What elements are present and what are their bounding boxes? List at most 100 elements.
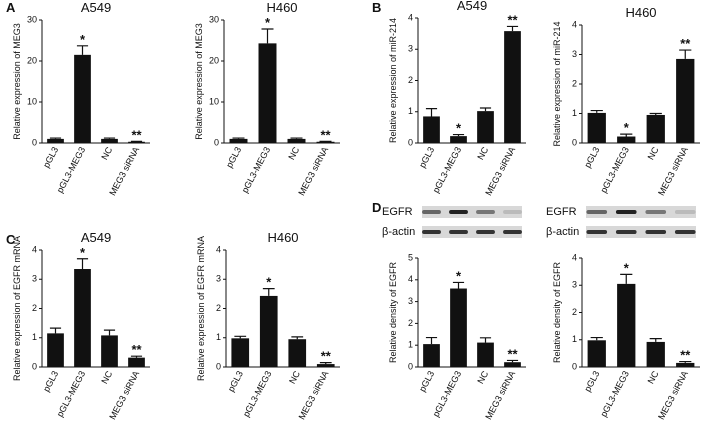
significance: **: [507, 346, 518, 361]
blot-band: [645, 210, 666, 214]
significance: **: [680, 36, 691, 51]
y-tick-label: 20: [27, 55, 37, 65]
x-tick-label: pGL3: [417, 145, 436, 169]
y-tick-label: 0: [408, 137, 413, 147]
x-tick-label: pGL3-MEG3: [240, 145, 273, 194]
y-tick-label: 3: [572, 49, 577, 59]
y-tick-label: 3: [408, 44, 413, 54]
bar: [260, 296, 278, 367]
significance: *: [80, 245, 86, 260]
significance: *: [456, 121, 462, 136]
blot-band: [675, 210, 696, 214]
bar: [477, 111, 494, 143]
y-tick-label: 20: [209, 55, 219, 65]
y-axis-label: Relative expression of MEG3: [12, 23, 22, 140]
y-tick-label: 0: [572, 137, 577, 147]
chart-title: A549: [457, 0, 487, 13]
significance: **: [131, 127, 142, 142]
significance: *: [624, 120, 630, 135]
bar: [47, 139, 64, 143]
x-tick-label: NC: [99, 369, 114, 386]
y-axis-label: Relative expression of miR-214: [388, 18, 398, 143]
y-axis-label: Relative expression of MEG3: [194, 23, 204, 140]
error-bar: [77, 46, 88, 55]
blot-band: [675, 230, 696, 234]
bar: [647, 342, 665, 367]
y-tick-label: 3: [572, 280, 577, 290]
y-axis-label: Relative expression of miR-214: [552, 21, 562, 146]
x-tick-label: pGL3-MEG3: [55, 145, 88, 194]
blot-band: [586, 230, 607, 234]
x-tick-label: NC: [646, 145, 661, 162]
blot-band: [422, 230, 441, 234]
blot-label: EGFR: [382, 206, 413, 218]
x-tick-label: pGL3: [417, 369, 436, 393]
bar: [47, 333, 64, 367]
x-tick-label: MEG3 siRNA: [656, 369, 690, 421]
y-tick-label: 2: [572, 78, 577, 88]
error-bar: [50, 328, 61, 333]
error-bar: [104, 330, 115, 335]
y-tick-label: 1: [32, 332, 37, 342]
significance: **: [507, 12, 518, 27]
bar: [617, 284, 635, 367]
panel-letter: C: [6, 232, 16, 247]
error-bar: [234, 336, 246, 338]
blot-label: β-actin: [382, 226, 415, 238]
x-tick-label: pGL3: [226, 369, 245, 393]
y-tick-label: 2: [32, 303, 37, 313]
error-bar: [591, 338, 603, 341]
y-tick-label: 0: [214, 137, 219, 147]
error-bar: [233, 138, 245, 139]
y-tick-label: 10: [27, 96, 37, 106]
significance: **: [680, 348, 691, 363]
x-tick-label: NC: [646, 369, 661, 386]
x-tick-label: pGL3: [41, 369, 60, 393]
panel-letter: A: [6, 0, 16, 15]
blot-band: [616, 210, 637, 214]
y-tick-label: 10: [209, 96, 219, 106]
error-bar: [591, 111, 603, 113]
y-tick-label: 3: [32, 274, 37, 284]
y-tick-label: 0: [32, 137, 37, 147]
blot-band: [422, 210, 441, 214]
bar: [647, 115, 665, 143]
chart-title: H460: [267, 230, 298, 245]
bar: [588, 113, 606, 143]
bar: [230, 139, 248, 143]
bar: [101, 139, 118, 143]
error-bar: [50, 138, 61, 139]
bar: [231, 338, 249, 367]
y-tick-label: 4: [572, 252, 577, 262]
y-tick-label: 2: [408, 75, 413, 85]
error-bar: [426, 109, 437, 117]
blot-band: [645, 230, 666, 234]
y-tick-label: 0: [32, 361, 37, 371]
x-tick-label: MEG3 siRNA: [296, 145, 330, 197]
y-tick-label: 1: [216, 332, 221, 342]
panel-letter: B: [372, 0, 381, 15]
error-bar: [426, 338, 437, 345]
bar: [74, 55, 91, 143]
y-tick-label: 0: [572, 361, 577, 371]
error-bar: [650, 339, 662, 342]
x-tick-label: pGL3-MEG3: [241, 369, 274, 418]
significance: *: [624, 260, 630, 275]
x-tick-label: pGL3-MEG3: [55, 369, 88, 418]
y-tick-label: 2: [572, 307, 577, 317]
y-tick-label: 1: [408, 106, 413, 116]
y-tick-label: 2: [216, 303, 221, 313]
bar: [317, 364, 335, 367]
chart-title: A549: [81, 0, 111, 15]
y-tick-label: 4: [32, 244, 37, 254]
y-axis-label: Relative density of EGFR: [388, 261, 398, 363]
error-bar: [104, 138, 115, 139]
bar: [477, 343, 494, 367]
bar: [259, 43, 277, 143]
x-tick-label: pGL3-MEG3: [431, 369, 464, 418]
significance: *: [456, 268, 462, 283]
blot-band: [476, 210, 495, 214]
x-tick-label: pGL3: [224, 145, 243, 169]
bar: [74, 269, 91, 367]
chart-title: H460: [266, 0, 297, 15]
